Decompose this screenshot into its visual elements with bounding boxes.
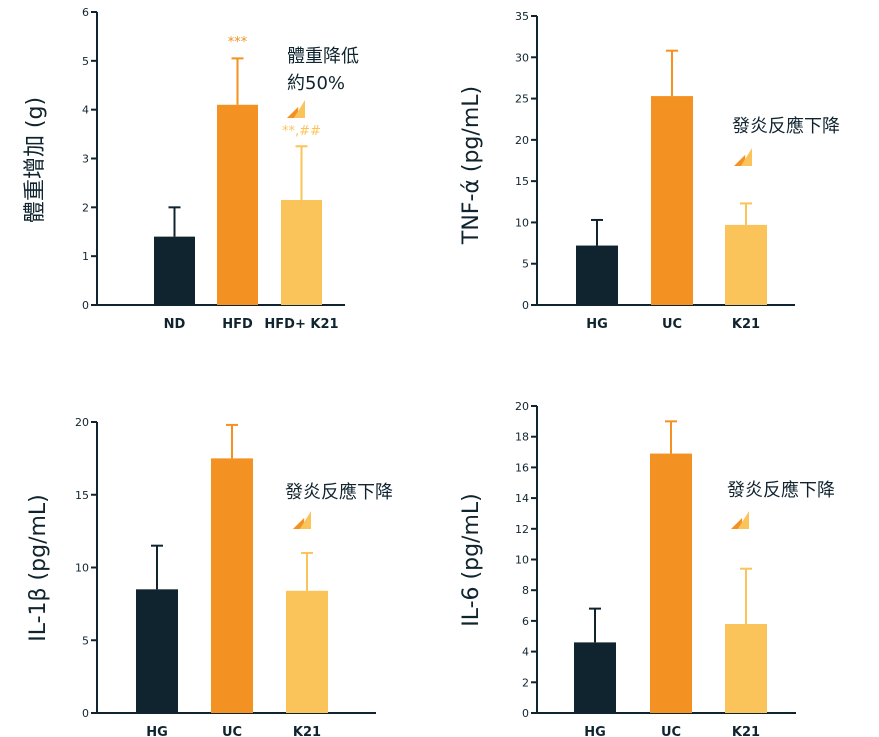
category-label: ND <box>164 317 186 332</box>
down-arrow-icon <box>731 511 749 529</box>
icon-triangle-orange <box>731 517 743 529</box>
chart-panel-4: 0 2 4 6 8 10 12 14 16 18 20 IL-6 (pg/mL) HG UC K21 發炎反應… <box>459 400 835 737</box>
significance-label: *** <box>228 35 248 50</box>
annotation-text: 體重降低 <box>287 46 359 67</box>
y-tick-label: 0 <box>522 707 529 720</box>
y-axis-label: TNF-ά (pg/mL) <box>459 86 484 245</box>
y-tick-label: 10 <box>75 562 89 575</box>
annotation-text: 發炎反應下降 <box>285 481 393 503</box>
down-arrow-icon <box>734 148 752 166</box>
y-axis-label: 體重增加 (g) <box>23 97 48 223</box>
icon-triangle-yellow <box>293 100 305 118</box>
icon-triangle-yellow <box>737 511 749 529</box>
y-axis-label: IL-1β (pg/mL) <box>26 494 51 642</box>
y-tick-label: 1 <box>82 250 89 263</box>
y-tick-label: 4 <box>82 104 89 117</box>
bar-nd <box>154 236 195 305</box>
category-label: K21 <box>732 725 760 737</box>
y-tick-label: 5 <box>522 258 529 271</box>
y-tick-label: 25 <box>515 93 529 106</box>
y-tick-label: 20 <box>515 400 529 413</box>
icon-triangle-orange <box>287 106 299 118</box>
bar-hfd <box>217 104 258 306</box>
y-axis-label: IL-6 (pg/mL) <box>459 493 484 626</box>
bar-k21 <box>286 590 328 713</box>
category-label: HG <box>586 317 608 332</box>
y-tick-label: 5 <box>82 634 89 647</box>
icon-triangle-orange <box>734 154 746 166</box>
y-tick-label: 0 <box>82 707 89 720</box>
category-label: K21 <box>732 317 760 332</box>
y-tick-label: 3 <box>82 153 89 166</box>
y-tick-label: 18 <box>515 431 529 444</box>
y-tick-label: 15 <box>515 175 529 188</box>
bar-uc <box>211 458 253 713</box>
bar-hg <box>574 642 616 713</box>
bar-k21 <box>725 623 767 713</box>
chart-panel-2: 0 5 10 15 20 25 30 35 TNF-ά (pg/mL) HG UC K21 發炎反應下降 <box>459 10 840 332</box>
category-label: HG <box>584 725 606 737</box>
bar-uc <box>650 453 692 713</box>
y-tick-label: 10 <box>515 554 529 567</box>
y-tick-label: 35 <box>515 10 529 23</box>
category-label: HG <box>146 725 168 737</box>
y-tick-label: 4 <box>522 646 529 659</box>
y-tick-label: 6 <box>82 6 89 19</box>
down-arrow-icon <box>293 511 311 529</box>
bar-k21 <box>725 224 767 305</box>
y-tick-label: 16 <box>515 461 529 474</box>
bar-hfd-k21 <box>281 200 322 305</box>
category-label: UC <box>661 725 681 737</box>
y-tick-label: 10 <box>515 216 529 229</box>
y-tick-label: 6 <box>522 615 529 628</box>
y-tick-label: 0 <box>522 299 529 312</box>
category-label: K21 <box>293 725 321 737</box>
significance-label: **,## <box>282 124 321 139</box>
annotation-text: 發炎反應下降 <box>732 115 840 137</box>
chart-panel-1: 0 1 2 3 4 5 6 體重增加 (g) ND HFD *** HFD+ K21 **,## 體重降低… <box>23 6 359 332</box>
category-label: UC <box>662 317 682 332</box>
y-tick-label: 20 <box>75 416 89 429</box>
chart-panel-3: 0 5 10 15 20 IL-1β (pg/mL) HG UC K21 發炎反應下降 <box>26 416 393 737</box>
y-tick-label: 2 <box>82 201 89 214</box>
category-label: HFD+ K21 <box>264 317 338 332</box>
y-tick-label: 2 <box>522 676 529 689</box>
icon-triangle-orange <box>293 517 305 529</box>
y-tick-label: 20 <box>515 134 529 147</box>
annotation-text: 發炎反應下降 <box>727 479 835 501</box>
bar-uc <box>651 96 693 305</box>
bar-hg <box>576 245 618 305</box>
y-tick-label: 14 <box>515 492 529 505</box>
down-arrow-icon <box>287 100 305 118</box>
y-tick-label: 12 <box>515 523 529 536</box>
category-label: HFD <box>222 317 253 332</box>
y-tick-label: 5 <box>82 55 89 68</box>
y-tick-label: 30 <box>515 51 529 64</box>
annotation-text: 約50% <box>287 73 345 94</box>
bar-hg <box>136 589 178 713</box>
category-label: UC <box>222 725 242 737</box>
y-tick-label: 0 <box>82 299 89 312</box>
icon-triangle-yellow <box>299 511 311 529</box>
icon-triangle-yellow <box>740 148 752 166</box>
y-tick-label: 15 <box>75 489 89 502</box>
y-tick-label: 8 <box>522 584 529 597</box>
